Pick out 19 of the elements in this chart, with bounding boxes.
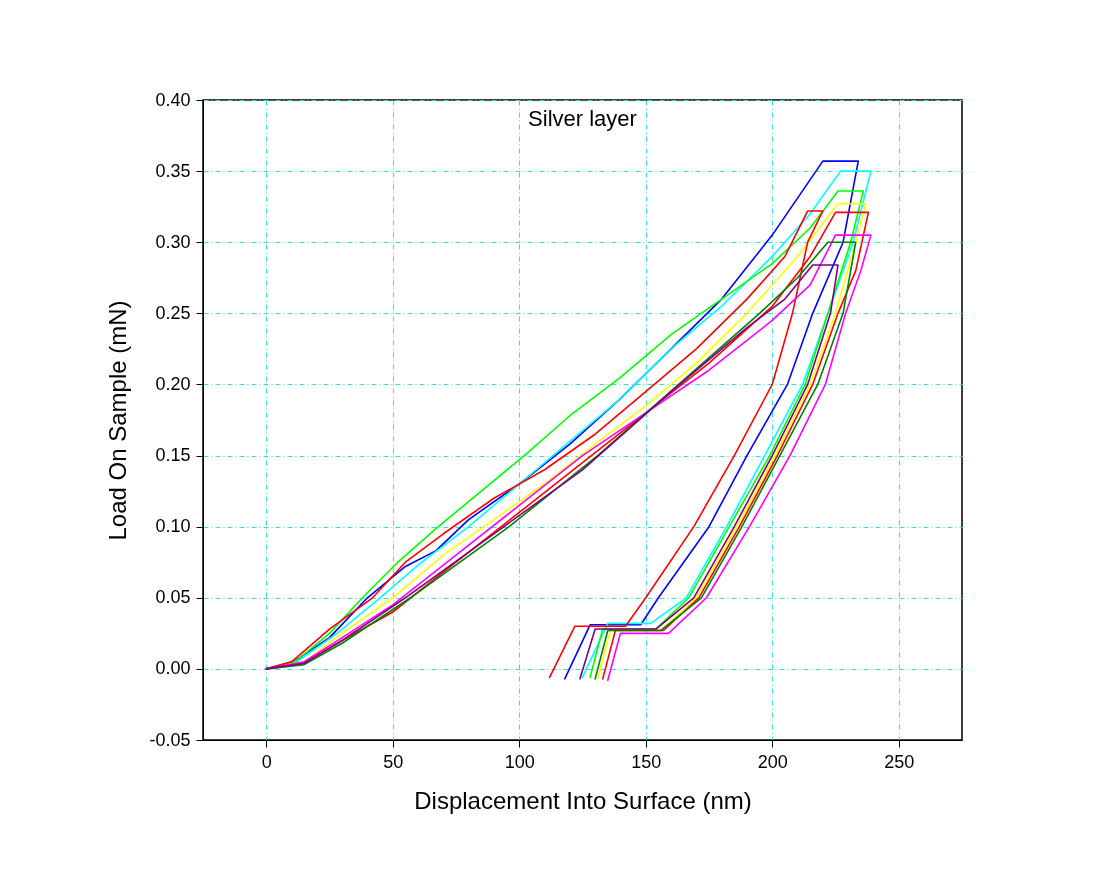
y-tick-label: 0.25 [155, 302, 191, 323]
x-tick-label: 100 [504, 751, 535, 772]
y-tick-label: 0.00 [155, 658, 191, 679]
x-tick-label: 50 [383, 751, 404, 772]
y-tick-label: 0.35 [155, 160, 191, 181]
chart-title: Silver layer [528, 106, 637, 131]
x-axis-title: Displacement Into Surface (nm) [414, 786, 752, 814]
y-tick-label: 0.10 [155, 516, 191, 537]
x-tick-label: 150 [631, 751, 662, 772]
y-tick-label: 0.40 [155, 89, 191, 110]
x-tick-label: 250 [884, 751, 915, 772]
x-tick-label: 0 [261, 751, 272, 772]
y-tick-label: 0.05 [155, 587, 191, 608]
y-tick-label: 0.30 [155, 231, 191, 252]
y-tick-label: 0.20 [155, 373, 191, 394]
y-axis-title: Load On Sample (mN) [104, 300, 132, 541]
y-tick-label: 0.15 [155, 445, 191, 466]
x-tick-label: 200 [757, 751, 788, 772]
y-tick-label: -0.05 [149, 729, 191, 750]
